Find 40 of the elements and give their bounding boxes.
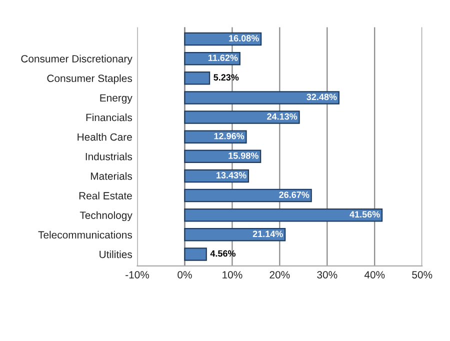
data-label: 21.14% [252,230,283,238]
bar [184,130,247,144]
x-tick-label: 50% [412,271,432,278]
x-tick-label: 0% [178,271,192,278]
bar [184,188,312,202]
bar [184,150,262,164]
bar [184,110,300,124]
y-tick-label: Health Care [78,133,132,141]
bar [184,91,340,104]
y-tick-label: Industrials [86,152,132,160]
y-tick-label: Materials [90,172,132,180]
bar [184,228,286,242]
data-label: 11.62% [208,54,238,62]
y-tick-label: Real Estate [79,192,132,200]
y-tick-label: Energy [100,94,132,104]
data-label: 13.43% [216,172,246,178]
y-tick-label: Financials [86,114,132,122]
bar [184,208,383,222]
y-tick-label: Telecommunications [38,230,132,239]
x-tick-label: 20% [270,271,290,278]
y-tick-label: Consumer Discretionary [21,54,132,65]
data-label: 32.48% [306,94,337,100]
y-tick-label: Utilities [100,250,132,258]
data-label: 16.08% [229,35,259,42]
data-label: 4.56% [210,250,236,257]
data-label: 24.13% [267,113,298,120]
data-label: 5.23% [214,74,239,81]
data-label: 41.56% [350,211,380,218]
x-tick-label: 40% [364,271,385,278]
y-tick-label: Consumer Staples [47,74,132,84]
x-tick-label: 30% [317,271,338,278]
bar [184,248,207,261]
data-label: 15.98% [228,152,258,159]
x-tick-label: -10% [126,271,150,278]
y-tick-label: Technology [80,211,132,222]
data-label: 12.96% [214,132,244,140]
bar [184,72,210,85]
x-tick-label: 10% [222,271,242,278]
bar [184,32,262,46]
data-label: 26.67% [279,192,310,198]
